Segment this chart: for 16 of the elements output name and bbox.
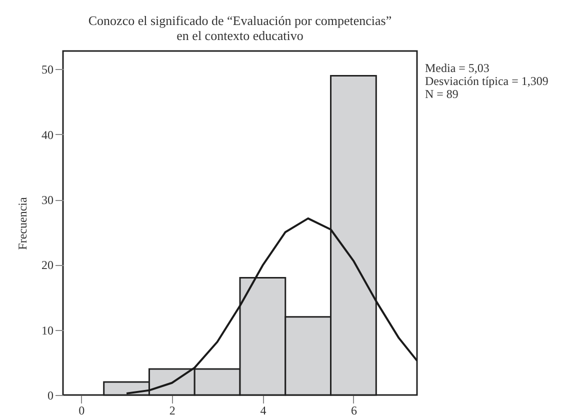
y-tick-label: 20 <box>42 258 54 272</box>
y-tick-label: 30 <box>42 193 54 208</box>
y-tick-label: 0 <box>48 388 54 402</box>
x-tick-label: 6 <box>350 404 357 418</box>
x-tick-label: 0 <box>78 404 85 418</box>
y-tick-label: 40 <box>42 128 54 142</box>
text: Conozco el significado de “Evaluación por competencias” <box>88 13 392 28</box>
y-tick-label: 10 <box>42 323 54 338</box>
x-tick-label: 2 <box>169 404 176 418</box>
text: N = 89 <box>425 87 458 101</box>
text: Media = 5,03 <box>425 61 490 75</box>
x-tick-label: 4 <box>260 404 266 418</box>
y-tick-label: 50 <box>42 62 54 77</box>
text: en el contexto educativo <box>176 28 304 43</box>
y-axis-title: Frecuencia <box>16 196 30 250</box>
text: Desviación típica = 1,309 <box>425 74 548 88</box>
